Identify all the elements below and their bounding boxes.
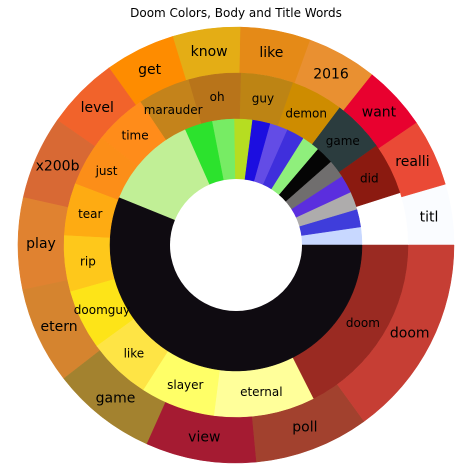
outer-label-view: view	[188, 429, 220, 445]
middle-label-eternal: eternal	[240, 385, 283, 399]
chart-title: Doom Colors, Body and Title Words	[130, 6, 342, 20]
middle-label-tear: tear	[78, 207, 102, 221]
middle-label-did: did	[360, 171, 379, 185]
outer-label-realli: realli	[395, 154, 429, 170]
outer-label-want: want	[362, 104, 397, 120]
outer-label-get: get	[138, 62, 162, 78]
center-hole	[170, 179, 302, 311]
outer-label-level: level	[81, 100, 114, 116]
outer-label-titl: titl	[420, 210, 439, 226]
outer-label-know: know	[191, 44, 228, 60]
middle-label-doom: doom	[346, 316, 380, 330]
middle-label-slayer: slayer	[167, 378, 203, 392]
outer-label-poll: poll	[292, 419, 317, 435]
outer-label-play: play	[26, 236, 56, 252]
outer-label-like: like	[259, 45, 283, 61]
middle-label-game: game	[326, 134, 360, 148]
rings-group	[17, 26, 455, 464]
outer-label-game: game	[96, 390, 136, 406]
outer-label-x200b: x200b	[36, 158, 80, 174]
outer-label-etern: etern	[40, 319, 77, 335]
middle-label-oh: oh	[210, 90, 225, 104]
middle-label-rip: rip	[80, 254, 96, 268]
middle-label-guy: guy	[252, 91, 274, 105]
outer-label-doom: doom	[390, 326, 430, 342]
middle-label-like: like	[124, 347, 145, 361]
outer-label-2016: 2016	[313, 67, 349, 83]
labels-group: titl realli want 2016 like know get level x200b p…	[26, 44, 438, 446]
middle-label-time: time	[122, 128, 149, 142]
middle-label-marauder: marauder	[144, 103, 203, 117]
middle-label-just: just	[95, 164, 118, 178]
middle-label-doomguy: doomguy	[74, 303, 130, 317]
middle-label-demon: demon	[285, 107, 327, 121]
